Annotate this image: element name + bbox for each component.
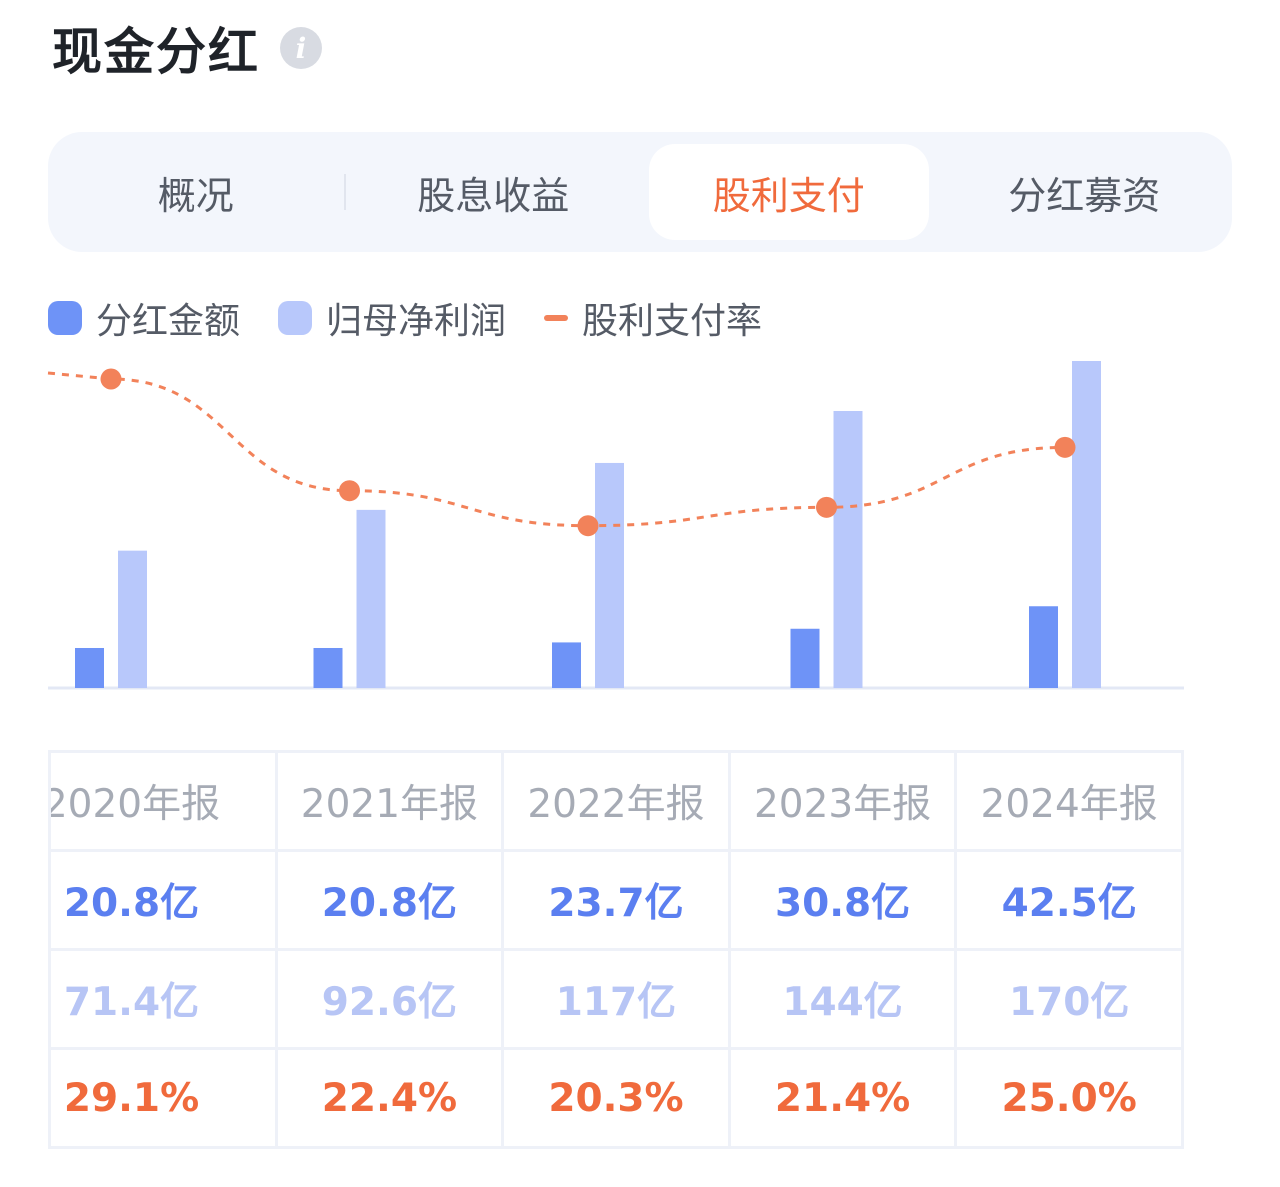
table-cell-dividend: 20.8亿 — [48, 849, 278, 951]
point-payout-ratio — [100, 368, 122, 390]
table-cell-payout-ratio: 22.4% — [274, 1047, 505, 1149]
table-cell-payout-ratio: 25.0% — [954, 1047, 1184, 1149]
tab-label: 股利支付 — [712, 173, 865, 218]
point-payout-ratio — [816, 496, 837, 518]
table-cell-year: 2021年报 — [274, 750, 505, 852]
table-cell-dividend: 23.7亿 — [501, 849, 731, 951]
bar-net-profit — [118, 550, 147, 688]
chart-legend: 分红金额 归母净利润 股利支付率 — [48, 292, 800, 344]
legend-swatch — [544, 315, 569, 321]
tab-label: 股息收益 — [417, 173, 570, 218]
bar-dividend — [552, 642, 581, 688]
tab-bar: 概况 股息收益 股利支付 分红募资 — [48, 132, 1232, 252]
legend-dividend[interactable]: 分红金额 — [48, 292, 240, 344]
tab-label: 概况 — [157, 173, 234, 218]
bar-dividend — [790, 628, 820, 688]
dividend-chart — [47, 361, 1184, 690]
legend-swatch — [278, 301, 313, 335]
point-payout-ratio — [1054, 436, 1076, 458]
table-cell-dividend: 30.8亿 — [727, 849, 958, 951]
tab-divider — [343, 174, 346, 210]
tab-dividend-yield[interactable]: 股息收益 — [354, 144, 634, 240]
table-cell-year: 2024年报 — [954, 750, 1184, 852]
legend-label: 股利支付率 — [582, 301, 763, 342]
bar-net-profit — [356, 509, 386, 688]
bar-net-profit — [595, 462, 624, 688]
line-payout-ratio — [47, 371, 1066, 528]
table-cell-year: 2022年报 — [501, 750, 731, 852]
table-cell-year: 2023年报 — [727, 750, 958, 852]
legend-swatch — [48, 301, 82, 335]
table-row-years: 2020年报 2021年报 2022年报 2023年报 2024年报 — [48, 750, 1184, 852]
bar-dividend — [1029, 606, 1058, 688]
page-header: 现金分红 i — [52, 12, 322, 84]
table-row-dividend: 20.8亿 20.8亿 23.7亿 30.8亿 42.5亿 — [48, 849, 1184, 951]
legend-label: 归母净利润 — [326, 301, 507, 342]
table-cell-payout-ratio: 20.3% — [501, 1047, 731, 1149]
tab-label: 分红募资 — [1008, 173, 1161, 218]
tab-overview[interactable]: 概况 — [56, 144, 336, 240]
legend-net-profit[interactable]: 归母净利润 — [278, 292, 506, 344]
legend-label: 分红金额 — [96, 301, 241, 342]
table-cell-net-profit: 117亿 — [501, 948, 731, 1050]
table-cell-year: 2020年报 — [48, 750, 278, 852]
tab-dividend-financing[interactable]: 分红募资 — [945, 144, 1225, 240]
table-cell-net-profit: 92.6亿 — [274, 948, 505, 1050]
table-cell-dividend: 20.8亿 — [274, 849, 505, 951]
table-cell-payout-ratio: 29.1% — [48, 1047, 278, 1149]
table-row-net-profit: 71.4亿 92.6亿 117亿 144亿 170亿 — [48, 948, 1184, 1050]
bar-net-profit — [1072, 361, 1101, 688]
table-row-payout-ratio: 29.1% 22.4% 20.3% 21.4% 25.0% — [48, 1047, 1184, 1149]
point-payout-ratio — [577, 515, 599, 537]
table-cell-net-profit: 71.4亿 — [48, 948, 278, 1050]
point-payout-ratio — [339, 480, 360, 502]
table-cell-dividend: 42.5亿 — [954, 849, 1184, 951]
tab-dividend-payout[interactable]: 股利支付 — [649, 144, 929, 240]
table-cell-net-profit: 170亿 — [954, 948, 1184, 1050]
legend-payout-ratio[interactable]: 股利支付率 — [544, 292, 762, 344]
table-cell-net-profit: 144亿 — [727, 948, 958, 1050]
bar-dividend — [313, 647, 343, 688]
table-cell-payout-ratio: 21.4% — [727, 1047, 958, 1149]
page-title: 现金分红 — [52, 23, 260, 81]
info-icon[interactable]: i — [280, 27, 322, 69]
data-table: 2020年报 2021年报 2022年报 2023年报 2024年报 20.8亿… — [48, 750, 1184, 1149]
bar-dividend — [75, 647, 104, 688]
bar-net-profit — [833, 411, 863, 688]
